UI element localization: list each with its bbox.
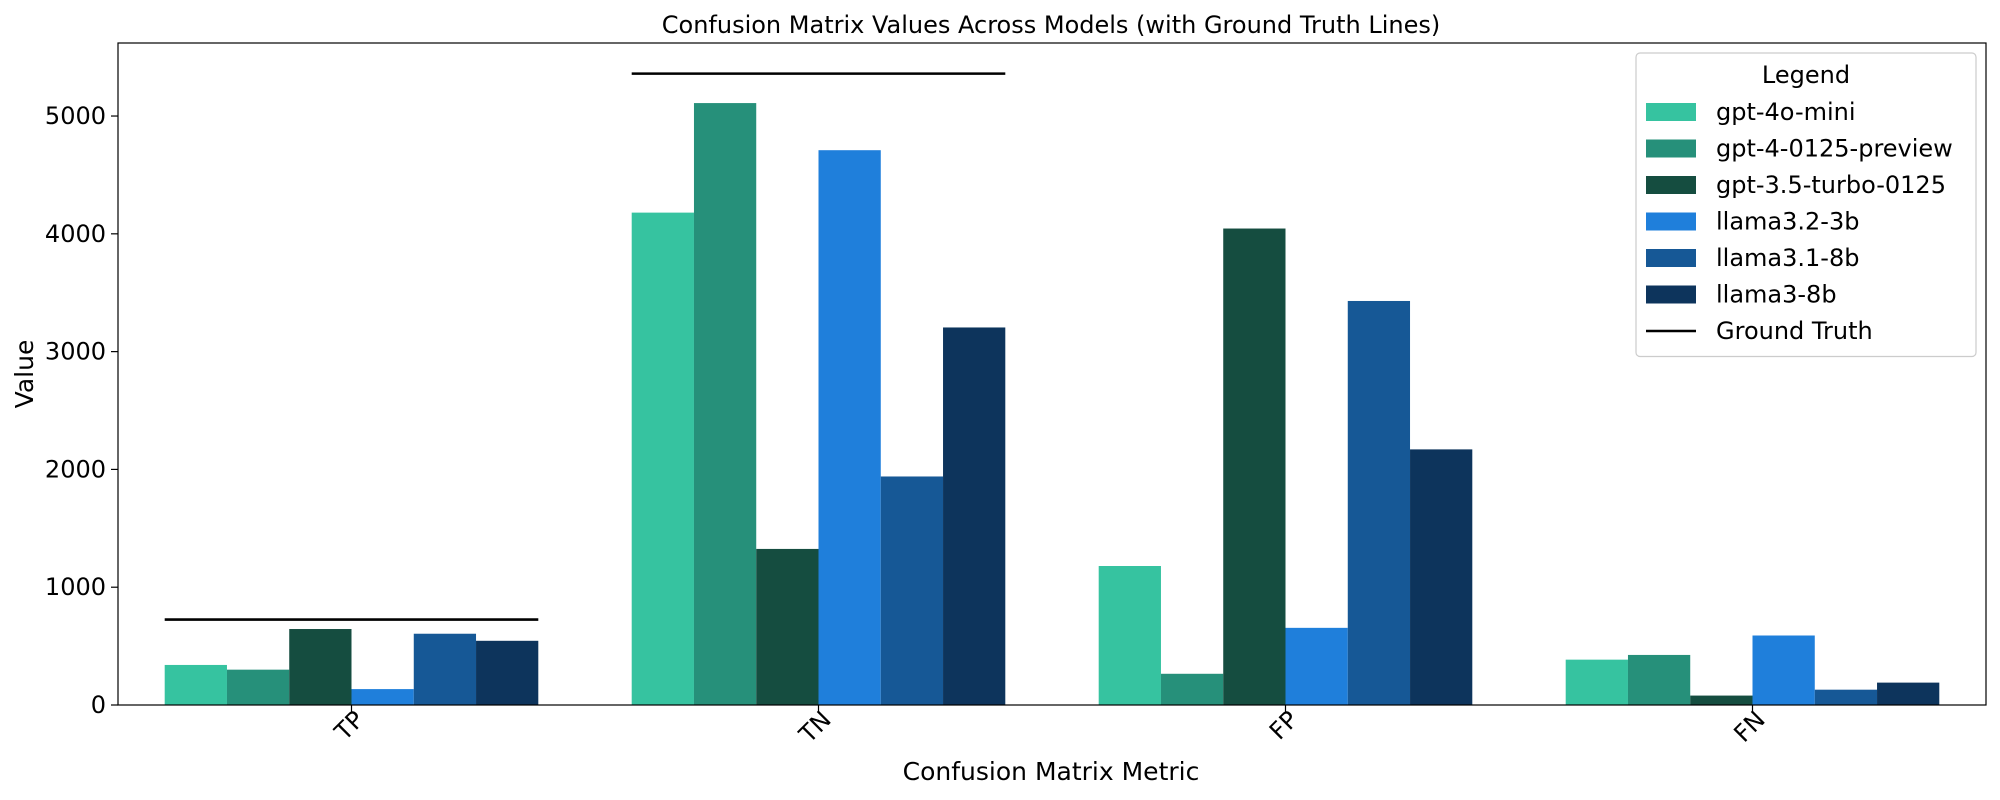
y-axis-label: Value: [10, 340, 39, 409]
bar-gpt-4-0125-preview-FN: [1627, 654, 1691, 705]
bar-llama3-8b-FN: [1877, 682, 1940, 705]
legend-label: gpt-3.5-turbo-0125: [1716, 171, 1946, 199]
bar-gpt-3.5-turbo-0125-TN: [756, 548, 819, 705]
legend-label: llama3.1-8b: [1716, 244, 1859, 272]
legend-swatch-gpt-4-0125-preview: [1646, 139, 1696, 158]
bar-gpt-4-0125-preview-TP: [226, 669, 290, 705]
bar-llama3.2-3b-FP: [1285, 627, 1348, 705]
chart-title: Confusion Matrix Values Across Models (w…: [662, 11, 1440, 39]
y-tick-label: 5000: [45, 102, 106, 130]
legend-label: gpt-4o-mini: [1716, 98, 1856, 126]
ground-truth-lines: [164, 72, 1006, 621]
y-tick-label: 1000: [45, 573, 106, 601]
legend-swatch-llama3-8b: [1646, 285, 1696, 304]
plot-area-frame: [117, 42, 1987, 706]
x-axis-label: Confusion Matrix Metric: [903, 757, 1200, 786]
bar-llama3.2-3b-TN: [818, 150, 881, 706]
legend-swatch-llama3.1-8b: [1646, 249, 1696, 267]
x-axis: TP TN FP FN: [329, 705, 1771, 749]
bar-gpt-3.5-turbo-0125-FN: [1690, 695, 1753, 705]
x-tick-label: FN: [1728, 705, 1770, 747]
legend-label: gpt-4-0125-preview: [1716, 135, 1953, 163]
legend-title: Legend: [1762, 61, 1850, 89]
y-tick-label: 0: [91, 691, 106, 719]
bar-gpt-4-0125-preview-FP: [1160, 673, 1224, 705]
legend: Legend gpt-4o-mini gpt-4-0125-preview gpt-3…: [1635, 52, 1977, 358]
x-tick-label: FP: [1264, 705, 1304, 745]
bar-llama3-8b-TP: [476, 640, 539, 705]
y-axis: 0 1000 2000 3000 4000 5000: [45, 102, 118, 719]
bar-llama3-8b-TN: [943, 327, 1006, 705]
bars-group: [164, 103, 1940, 706]
legend-frame: [1635, 52, 1977, 358]
bar-llama3.1-8b-TP: [413, 633, 477, 705]
bar-gpt-4o-mini-FP: [1098, 566, 1161, 705]
legend-swatch-gpt-4o-mini: [1646, 103, 1696, 121]
bar-gpt-4o-mini-FN: [1565, 659, 1628, 705]
legend-label: llama3.2-3b: [1716, 208, 1859, 236]
y-tick-label: 4000: [45, 220, 106, 248]
bar-gpt-4o-mini-TP: [164, 664, 227, 705]
x-tick-label: TN: [793, 705, 837, 749]
x-tick-label: TP: [329, 705, 370, 746]
legend-swatch-gpt-3.5-turbo-0125: [1646, 176, 1696, 194]
legend-swatch-llama3.2-3b: [1646, 212, 1696, 231]
bar-llama3.2-3b-FN: [1752, 635, 1815, 705]
y-tick-label: 3000: [45, 338, 106, 366]
bar-llama3.1-8b-FP: [1347, 300, 1411, 705]
bar-llama3.2-3b-TP: [351, 689, 414, 705]
bar-llama3.1-8b-TN: [880, 476, 944, 705]
bar-gpt-3.5-turbo-0125-FP: [1223, 228, 1286, 706]
bar-gpt-4-0125-preview-TN: [693, 103, 757, 706]
legend-label: llama3-8b: [1716, 281, 1837, 309]
legend-label: Ground Truth: [1716, 317, 1873, 345]
bar-llama3-8b-FP: [1410, 449, 1473, 705]
bar-llama3.1-8b-FN: [1814, 689, 1878, 705]
y-tick-label: 2000: [45, 455, 106, 483]
bar-gpt-3.5-turbo-0125-TP: [289, 629, 352, 705]
bar-gpt-4o-mini-TN: [631, 212, 694, 705]
